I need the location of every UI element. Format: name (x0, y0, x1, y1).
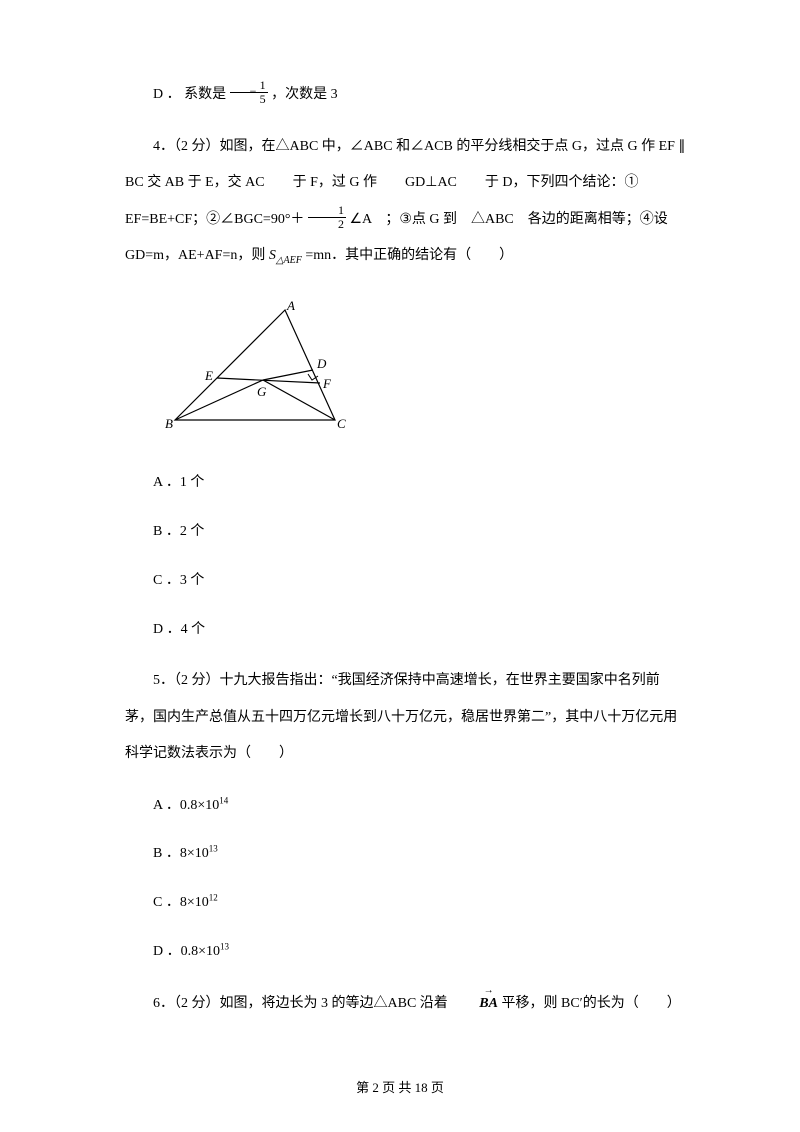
q4-option-b: B ．2 个 (125, 517, 690, 548)
triangle-diagram: A B C E G F D (165, 300, 355, 435)
svg-text:D: D (316, 356, 327, 371)
q5-option-d: D ．0.8×1013 (125, 937, 690, 968)
svg-text:G: G (257, 384, 267, 399)
vector-ba: → BA (451, 986, 498, 1022)
q4-option-d: D ．4 个 (125, 615, 690, 646)
q4-stem: 4．（2 分）如图，在△ABC 中，∠ABC 和∠ACB 的平分线相交于点 G，… (125, 129, 690, 275)
q5-option-a: A ．0.8×1014 (125, 791, 690, 822)
fraction-neg-1-5: − 1 5 (230, 79, 268, 106)
q4-option-c: C ．3 个 (125, 566, 690, 597)
svg-text:A: A (286, 300, 295, 313)
area-symbol: S△AEF (269, 248, 306, 263)
svg-text:C: C (337, 416, 346, 431)
svg-text:F: F (322, 376, 332, 391)
q5-option-c: C ．8×1012 (125, 888, 690, 919)
q3-d-prefix: D ． 系数是 (153, 87, 226, 102)
svg-text:E: E (204, 368, 213, 383)
q3-d-suffix: ，次数是 3 (271, 87, 338, 102)
page-footer: 第 2 页 共 18 页 (0, 1077, 800, 1096)
q5-stem: 5．（2 分）十九大报告指出：“我国经济保持中高速增长，在世界主要国家中名列前 … (125, 663, 690, 772)
q5-option-b: B ．8×1013 (125, 839, 690, 870)
svg-text:B: B (165, 416, 173, 431)
q6-stem: 6．（2 分）如图，将边长为 3 的等边△ABC 沿着 → BA 平移，则 BC… (125, 986, 690, 1022)
fraction-1-2: 1 2 (308, 204, 346, 231)
q4-option-a: A ．1 个 (125, 468, 690, 499)
q3-option-d: D ． 系数是 − 1 5 ，次数是 3 (125, 80, 690, 111)
